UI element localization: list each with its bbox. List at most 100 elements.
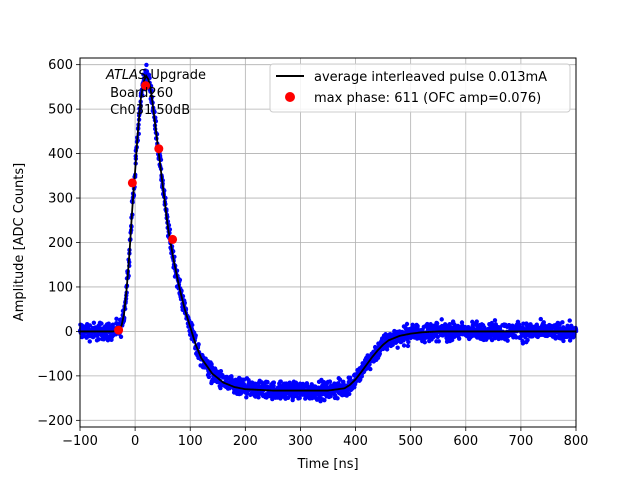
data-point [87, 323, 93, 328]
average-pulse-line [80, 73, 576, 392]
data-point [347, 391, 352, 397]
y-tick-label: 300 [48, 192, 73, 207]
x-tick-label: 600 [453, 434, 478, 449]
data-point [422, 340, 427, 345]
y-tick-label: 500 [48, 103, 73, 118]
y-tick-label: 100 [48, 280, 73, 295]
x-axis-label: Time [ns] [296, 457, 358, 472]
atlas-annotation-line1: ATLAS Upgrade [105, 68, 206, 83]
legend-box [269, 63, 571, 113]
data-point [415, 323, 420, 329]
x-tick-label: −100 [62, 434, 98, 449]
data-point [403, 325, 408, 331]
data-point [525, 337, 530, 343]
y-tick-label: 400 [48, 147, 73, 162]
data-point [322, 397, 327, 403]
data-point [567, 318, 572, 323]
data-point [492, 318, 498, 323]
max-phase-point [141, 81, 151, 91]
y-tick-label: 0 [65, 325, 73, 340]
max-phase-point [168, 234, 178, 244]
data-point [256, 395, 261, 400]
atlas-annotation-line2: Board260 [106, 86, 173, 101]
upgrade-label: Upgrade [146, 68, 206, 83]
x-tick-label: 300 [288, 434, 313, 449]
data-point [99, 321, 104, 326]
y-tick-label: 600 [48, 58, 73, 73]
legend: average interleaved pulse 0.013mA max ph… [269, 63, 571, 113]
data-point [297, 395, 302, 401]
data-point [510, 323, 515, 328]
axis-ticks: −100 0 100 200 300 400 500 600 700 800 −200 −100 0 10… [37, 58, 588, 449]
data-point [337, 377, 343, 382]
data-point [278, 379, 283, 384]
data-point [190, 322, 195, 328]
data-point [557, 322, 562, 327]
atlas-label: ATLAS [105, 68, 146, 83]
data-point [404, 321, 410, 327]
data-point [368, 366, 373, 372]
data-point [406, 339, 411, 345]
x-tick-label: 100 [178, 434, 203, 449]
data-point [144, 62, 149, 68]
atlas-annotation-line3: Ch031 50dB [106, 103, 190, 118]
data-point [290, 397, 295, 403]
data-point [335, 396, 340, 401]
data-point [96, 337, 101, 342]
y-axis-label: Amplitude [ADC Counts] [12, 163, 27, 321]
x-tick-label: 700 [508, 434, 533, 449]
data-point [193, 333, 198, 338]
average-pulse-path [80, 73, 576, 392]
legend-entry-max-phase: max phase: 611 (OFC amp=0.076) [314, 91, 541, 106]
data-point [456, 336, 462, 341]
data-point [435, 334, 440, 340]
data-point [434, 321, 440, 326]
data-point [505, 338, 510, 343]
data-point [347, 375, 353, 380]
data-point [91, 320, 97, 325]
data-point [341, 380, 346, 385]
data-point [425, 321, 430, 327]
x-tick-label: 800 [564, 434, 589, 449]
y-tick-label: 200 [48, 236, 73, 251]
max-phase-point [114, 325, 124, 335]
y-tick-label: −200 [37, 414, 73, 429]
y-tick-label: −100 [37, 369, 73, 384]
data-point [265, 379, 270, 385]
data-point [144, 69, 150, 74]
data-point [474, 319, 479, 324]
x-tick-label: 200 [233, 434, 258, 449]
data-point [410, 322, 415, 327]
data-point [470, 319, 475, 325]
max-phase-points [114, 81, 178, 335]
data-point [439, 317, 444, 322]
data-point [560, 320, 565, 325]
x-tick-label: 400 [343, 434, 368, 449]
data-point [271, 383, 276, 389]
data-point [244, 395, 249, 400]
data-point [395, 345, 400, 350]
data-point [401, 343, 407, 348]
data-point [561, 338, 566, 344]
data-point [271, 380, 277, 385]
data-point [538, 316, 543, 322]
max-phase-point [127, 178, 137, 188]
data-point [110, 322, 116, 327]
data-point [436, 339, 441, 344]
data-point [327, 379, 333, 384]
data-point [541, 320, 546, 325]
data-point [206, 374, 212, 380]
x-tick-label: 500 [398, 434, 423, 449]
data-point [384, 347, 390, 352]
max-phase-point [154, 144, 164, 154]
data-point [114, 316, 119, 322]
data-point [520, 341, 526, 346]
legend-entry-average-pulse: average interleaved pulse 0.013mA [314, 70, 547, 85]
data-point [377, 351, 382, 356]
x-tick-label: 0 [131, 434, 139, 449]
data-point [196, 342, 201, 347]
legend-marker-swatch [285, 92, 295, 102]
data-point [218, 368, 224, 374]
data-point [405, 343, 411, 349]
